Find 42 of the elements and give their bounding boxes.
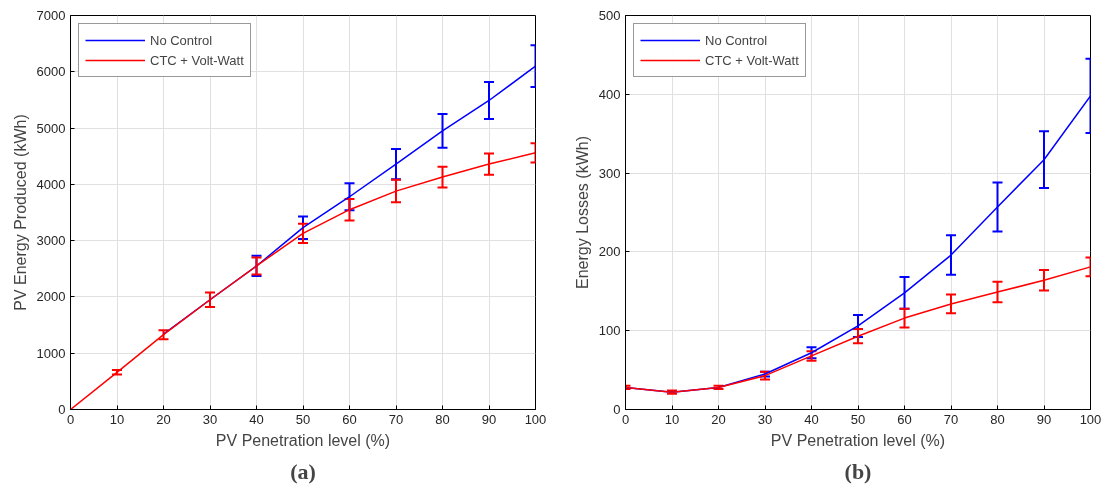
y-tick-label: 3000 — [36, 233, 66, 249]
x-tick-label: 20 — [711, 411, 726, 427]
legend-label: No Control — [705, 32, 768, 48]
legend-label: CTC + Volt-Watt — [705, 52, 799, 68]
y-axis-title: PV Energy Produced (kWh) — [11, 114, 29, 311]
x-tick-label: 70 — [388, 411, 404, 427]
x-tick-label: 40 — [804, 411, 819, 427]
legend-label: CTC + Volt-Watt — [150, 52, 244, 68]
x-tick-label: 70 — [943, 411, 959, 427]
y-tick-label: 500 — [598, 8, 621, 23]
text: (b) — [844, 458, 872, 484]
y-axis-title: Energy Losses (kWh) — [573, 136, 591, 289]
y-tick-label: 300 — [598, 165, 621, 181]
legend-label: No Control — [150, 32, 213, 48]
y-tick-label: 2000 — [36, 289, 66, 305]
x-tick-label: 80 — [435, 411, 450, 427]
y-tick-label: 100 — [598, 323, 621, 339]
x-axis-title: PV Penetration level (%) — [770, 431, 946, 449]
x-tick-label: 30 — [202, 411, 218, 427]
x-tick-label: 50 — [295, 411, 311, 427]
x-tick-label: 30 — [757, 411, 773, 427]
y-tick-label: 6000 — [36, 64, 66, 80]
x-tick-label: 40 — [249, 411, 264, 427]
text: (a) — [290, 458, 316, 484]
x-tick-label: 50 — [850, 411, 866, 427]
y-tick-label: 7000 — [36, 8, 66, 23]
y-tick-label: 400 — [598, 86, 621, 102]
x-tick-label: 100 — [524, 411, 547, 427]
x-tick-label: 80 — [990, 411, 1005, 427]
y-tick-label: 200 — [598, 244, 621, 260]
y-tick-label: 5000 — [36, 120, 66, 136]
x-tick-label: 10 — [109, 411, 125, 427]
y-tick-label: 4000 — [36, 176, 66, 192]
x-tick-label: 10 — [664, 411, 680, 427]
x-tick-label: 60 — [342, 411, 357, 427]
y-tick-label: 1000 — [36, 345, 66, 361]
x-tick-label: 100 — [1079, 411, 1102, 427]
x-tick-label: 20 — [156, 411, 171, 427]
x-axis-title: PV Penetration level (%) — [215, 431, 391, 449]
x-tick-label: 90 — [1036, 411, 1052, 427]
x-tick-label: 90 — [481, 411, 497, 427]
x-tick-label: 60 — [897, 411, 912, 427]
